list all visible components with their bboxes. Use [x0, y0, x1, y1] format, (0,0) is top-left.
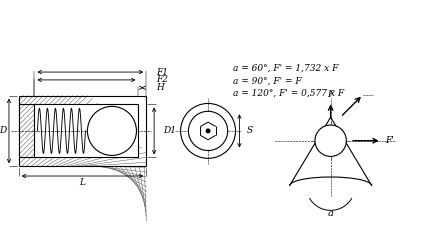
Circle shape	[181, 103, 235, 158]
Text: F': F'	[385, 136, 394, 145]
FancyBboxPatch shape	[34, 104, 138, 158]
Text: F1: F1	[156, 68, 168, 77]
Circle shape	[88, 106, 136, 155]
Circle shape	[206, 129, 210, 133]
Text: F: F	[327, 90, 334, 99]
Circle shape	[315, 125, 346, 156]
Text: a = 90°, F' = F: a = 90°, F' = F	[232, 76, 301, 85]
Text: D: D	[0, 127, 7, 135]
Text: L: L	[79, 178, 85, 187]
Circle shape	[188, 111, 228, 150]
Text: a: a	[328, 209, 334, 218]
Text: H: H	[156, 83, 164, 92]
Text: S: S	[246, 127, 252, 135]
Text: F2: F2	[156, 75, 168, 84]
Text: D1: D1	[163, 127, 176, 135]
Text: a = 120°, F' = 0,577 x F: a = 120°, F' = 0,577 x F	[232, 89, 344, 98]
Text: a = 60°, F' = 1,732 x F: a = 60°, F' = 1,732 x F	[232, 64, 338, 73]
